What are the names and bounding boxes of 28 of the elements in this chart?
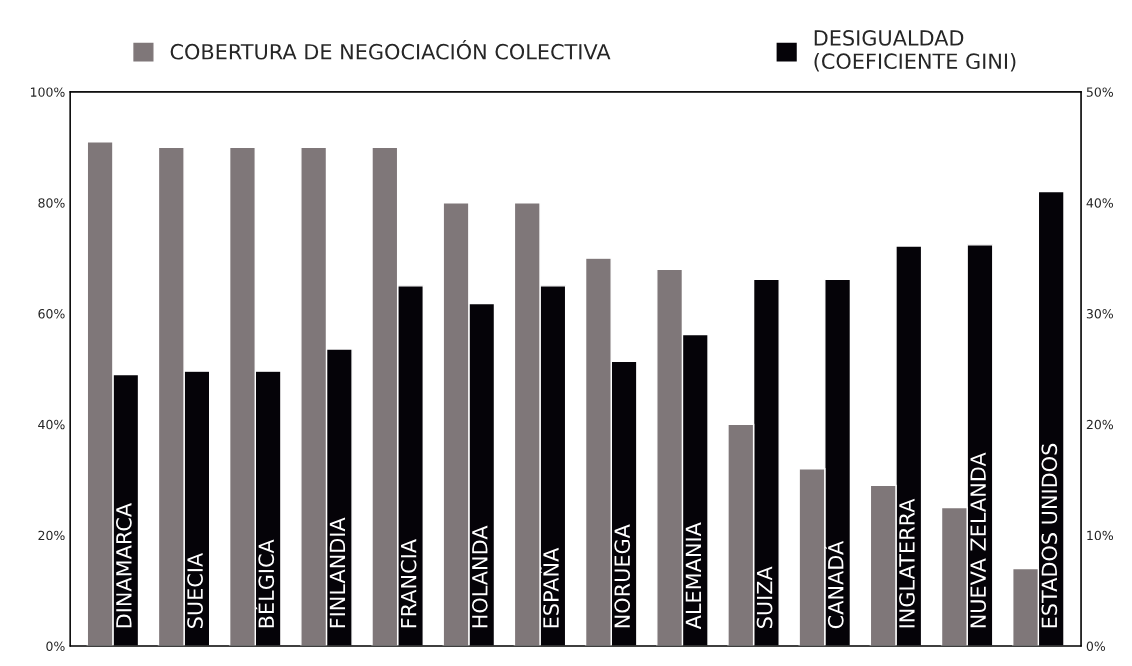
- x-tick-label: ESTADOS UNIDOS: [1041, 443, 1058, 628]
- x-tick-label: FINLANDIA: [329, 517, 346, 628]
- x-tick-label: BÉLGICA: [254, 539, 275, 628]
- y-tick-label: 40%: [38, 419, 65, 430]
- y-tick-label: 0%: [46, 641, 65, 651]
- y-tick-label: 20%: [38, 530, 65, 541]
- x-tick-label: FRANCIA: [400, 539, 417, 628]
- legend-label: COBERTURA DE NEGOCIACIÓN COLECTIVA: [170, 40, 611, 60]
- x-tick-label: SUECIA: [187, 552, 203, 628]
- x-tick-label: CANADÁ: [824, 540, 844, 629]
- y2-tick-label: 20%: [1086, 419, 1114, 430]
- x-tick-label: ALEMANIA: [685, 522, 701, 630]
- x-tick-label: NUEVA ZELANDA: [970, 452, 987, 628]
- x-tick-label: SUIZA: [756, 566, 773, 628]
- x-tick-label: DINAMARCA: [116, 503, 132, 628]
- y2-tick-label: 10%: [1087, 530, 1114, 541]
- x-tick-label: ESPAÑA: [539, 547, 559, 628]
- y-tick-label: 60%: [38, 309, 65, 319]
- y-tick-label: 80%: [38, 198, 65, 208]
- y2-tick-label: 40%: [1086, 198, 1114, 208]
- x-tick-label: HOLANDA: [471, 525, 488, 628]
- x-tick-label: NORUEGA: [614, 524, 631, 628]
- y2-tick-label: 30%: [1086, 309, 1114, 319]
- legend-label: DESIGUALDAD (COEFICIENTE GINI): [814, 30, 1016, 72]
- y-tick-label: 100%: [30, 87, 65, 97]
- x-tick-label: INGLATERRA: [899, 498, 915, 628]
- y2-tick-label: 0%: [1086, 641, 1106, 651]
- y2-tick-label: 50%: [1086, 87, 1114, 97]
